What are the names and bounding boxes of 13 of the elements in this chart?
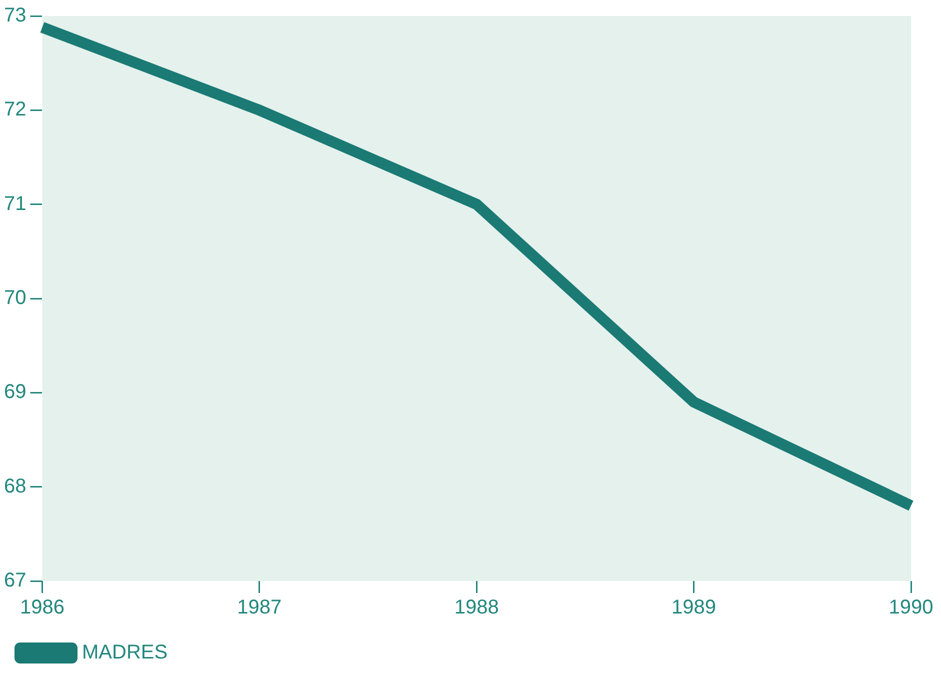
x-tick-label: 1989 bbox=[672, 596, 716, 619]
y-tick-label: 73 bbox=[4, 4, 26, 27]
x-tick-label: 1986 bbox=[20, 596, 64, 619]
y-tick-label: 72 bbox=[4, 98, 26, 121]
x-tick-label: 1990 bbox=[888, 596, 934, 619]
x-tick-label: 1988 bbox=[454, 596, 499, 619]
x-tick-label: 1987 bbox=[237, 596, 282, 619]
y-tick-label: 70 bbox=[4, 287, 26, 310]
y-tick-label: 68 bbox=[4, 475, 26, 498]
legend-label: MADRES bbox=[82, 642, 168, 664]
y-tick-label: 71 bbox=[4, 192, 26, 215]
y-tick-label: 67 bbox=[4, 570, 26, 592]
y-tick-label: 69 bbox=[4, 381, 26, 404]
